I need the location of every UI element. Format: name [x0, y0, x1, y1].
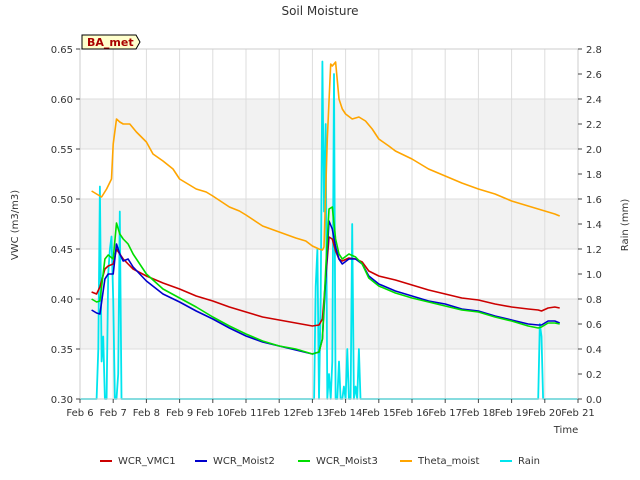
y2-tick-label: 0.2	[586, 370, 602, 381]
series-line-wcr_moist3	[91, 206, 560, 355]
plot-area	[80, 60, 578, 400]
y2-tick-label: 1.4	[586, 220, 602, 231]
y-tick-label: 0.35	[51, 345, 73, 356]
y2-tick-label: 0.4	[586, 345, 602, 356]
x-tick-label: Feb 19	[495, 408, 529, 419]
site-label: BA_met	[87, 36, 134, 49]
legend-label-wcr_moist2: WCR_Moist2	[213, 456, 275, 467]
legend-label-wcr_moist3: WCR_Moist3	[316, 456, 378, 467]
y2-tick-label: 2.2	[586, 120, 602, 131]
y-tick-label: 0.40	[51, 295, 73, 306]
y2-tick-label: 1.6	[586, 195, 602, 206]
y2-tick-label: 0.8	[586, 295, 602, 306]
x-axis-label: Time	[553, 425, 578, 436]
y-axis-ticks: 0.30 0.35 0.40 0.45 0.50 0.55 0.60 0.65	[51, 45, 80, 406]
x-tick-label: Feb 6	[66, 408, 93, 419]
y2-tick-label: 2.0	[586, 145, 602, 156]
background-band	[80, 299, 578, 349]
y-tick-label: 0.50	[51, 195, 73, 206]
x-tick-label: Feb 9	[166, 408, 193, 419]
x-axis-ticks: Feb 6 Feb 7 Feb 8 Feb 9 Feb 10 Feb 11 Feb 12 Fe…	[66, 399, 595, 419]
y-tick-label: 0.30	[51, 395, 73, 406]
y2-tick-label: 2.4	[586, 95, 602, 106]
x-tick-label: Feb 17	[428, 408, 462, 419]
y2-axis-ticks: 0.0 0.2 0.4 0.6 0.8 1.0 1.2 1.4 1.6 1.8 2.0 2.2 2.4 2…	[578, 45, 602, 406]
legend-label-rain: Rain	[518, 456, 540, 467]
x-tick-label: Feb 7	[100, 408, 127, 419]
x-tick-label: Feb 18	[462, 408, 496, 419]
x-tick-label: Feb 15	[362, 408, 396, 419]
y-tick-label: 0.45	[51, 245, 73, 256]
x-tick-label: Feb 16	[395, 408, 429, 419]
x-tick-label: Feb 11	[229, 408, 263, 419]
y2-tick-label: 1.2	[586, 245, 602, 256]
y2-tick-label: 2.8	[586, 45, 602, 56]
y2-tick-label: 0.0	[586, 395, 602, 406]
y-tick-label: 0.60	[51, 95, 73, 106]
x-tick-label: Feb 20	[528, 408, 562, 419]
y2-tick-label: 1.0	[586, 270, 602, 281]
y2-tick-label: 2.6	[586, 70, 602, 81]
x-tick-label: Feb 8	[133, 408, 160, 419]
x-tick-label: Feb 21	[561, 408, 595, 419]
y-axis-label: VWC (m3/m3)	[10, 190, 21, 260]
x-tick-label: Feb 14	[329, 408, 363, 419]
y2-tick-label: 1.8	[586, 170, 602, 181]
legend-label-theta_moist: Theta_moist	[417, 456, 479, 467]
y2-tick-label: 0.6	[586, 320, 602, 331]
chart-title: Soil Moisture	[281, 4, 358, 18]
x-tick-label: Feb 12	[262, 408, 296, 419]
site-label-box: BA_met	[81, 34, 141, 50]
y-tick-label: 0.65	[51, 45, 73, 56]
x-tick-label: Feb 13	[296, 408, 330, 419]
series-line-theta_moist	[91, 61, 561, 251]
y2-axis-label: Rain (mm)	[620, 199, 631, 252]
y-tick-label: 0.55	[51, 145, 73, 156]
legend-label-wcr_vmc1: WCR_VMC1	[118, 456, 176, 467]
legend: WCR_VMC1 WCR_Moist2 WCR_Moist3 Theta_moist R…	[100, 456, 540, 467]
series-line-rain	[80, 60, 578, 400]
x-tick-label: Feb 10	[196, 408, 230, 419]
